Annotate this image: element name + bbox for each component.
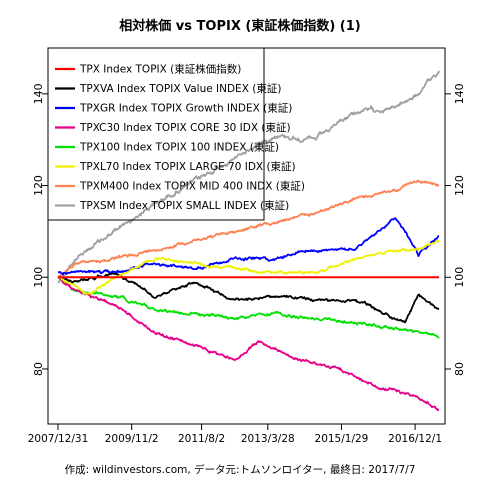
series-line-7 xyxy=(57,70,440,284)
legend-label-4: TPX100 Index TOPIX 100 INDEX (東証) xyxy=(79,141,279,154)
series-line-6 xyxy=(57,179,440,279)
legend-label-1: TPXVA Index TOPIX Value INDEX (東証) xyxy=(79,82,281,95)
y-tick-label-left: 80 xyxy=(32,362,45,376)
legend-label-7: TPXSM Index TOPIX SMALL INDEX (東証) xyxy=(79,199,289,212)
legend-label-2: TPXGR Index TOPIX Growth INDEX (東証) xyxy=(79,102,292,115)
series-line-1 xyxy=(57,271,440,324)
y-tick-label-left: 100 xyxy=(32,267,45,288)
legend-label-6: TPXM400 Index TOPIX MID 400 INDX (東証) xyxy=(79,180,305,193)
y-tick-label-right: 100 xyxy=(453,267,466,288)
y-tick-label-right: 140 xyxy=(453,83,466,104)
x-tick-label: 2013/3/28 xyxy=(241,433,295,445)
legend-box xyxy=(47,47,265,221)
x-tick-label: 2015/1/29 xyxy=(315,433,369,445)
series-line-3 xyxy=(57,276,440,412)
legend: TPX Index TOPIX (東証株価指数) TPXVA Index TOPI… xyxy=(47,47,305,221)
x-tick-label: 2016/12/1 xyxy=(388,433,442,445)
y-axis-right: 80 100 120 140 xyxy=(445,83,466,376)
legend-label-0: TPX Index TOPIX (東証株価指数) xyxy=(79,63,241,76)
legend-label-5: TPXL70 Index TOPIX LARGE 70 IDX (東証) xyxy=(79,160,296,173)
series-line-2 xyxy=(57,217,440,276)
y-tick-label-right: 120 xyxy=(453,175,466,196)
y-axis-left: 80 100 120 140 xyxy=(32,83,48,376)
chart-caption: 作成: wildinvestors.com, データ元:トムソンロイター, 最終… xyxy=(65,463,416,476)
x-tick-label: 2011/8/2 xyxy=(178,433,225,445)
series-layer xyxy=(57,70,440,412)
y-tick-label-left: 140 xyxy=(32,83,45,104)
series-line-4 xyxy=(57,276,440,339)
y-tick-label-right: 80 xyxy=(453,362,466,376)
legend-label-3: TPXC30 Index TOPIX CORE 30 IDX (東証) xyxy=(79,121,291,134)
series-line-5 xyxy=(57,239,440,295)
x-tick-label: 2007/12/31 xyxy=(28,433,89,445)
chart-title: 相対株価 vs TOPIX (東証株価指数) (1) xyxy=(119,18,360,34)
x-tick-label: 2009/11/2 xyxy=(105,433,159,445)
y-tick-label-left: 120 xyxy=(32,175,45,196)
x-axis: 2007/12/31 2009/11/2 2011/8/2 2013/3/28 2015… xyxy=(28,424,442,445)
